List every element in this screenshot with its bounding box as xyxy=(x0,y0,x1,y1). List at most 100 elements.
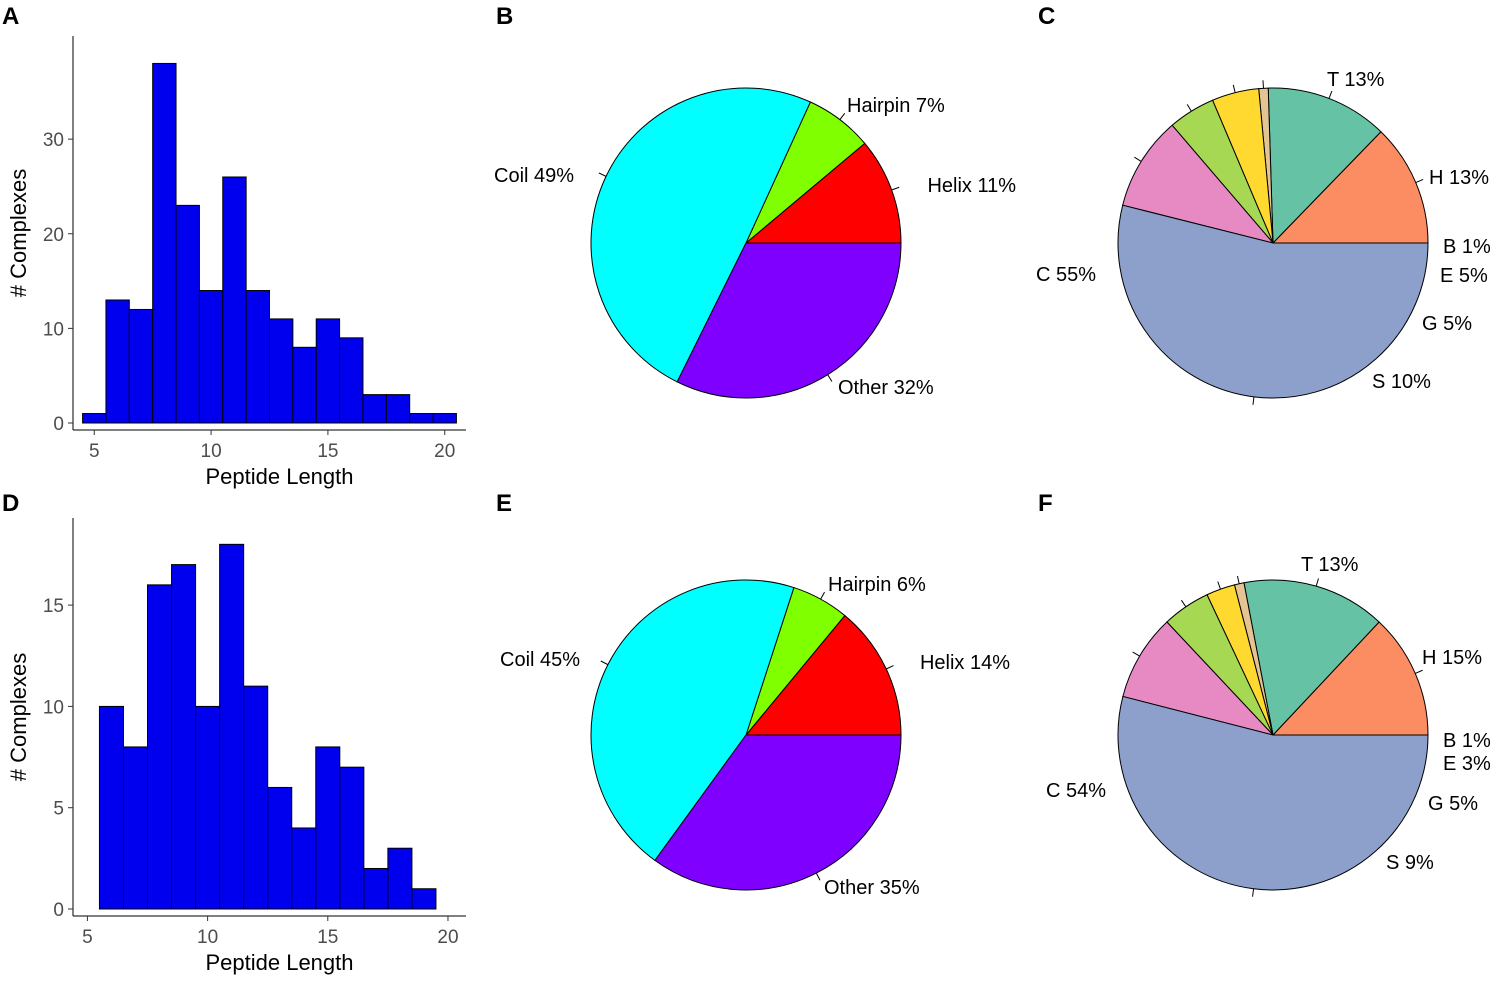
slice-leader-line xyxy=(839,112,846,120)
pie-panel-b: Helix 11% Hairpin 7% Coil 49% Other 32% xyxy=(494,87,1016,399)
slice-label-c: C 54% xyxy=(1046,780,1106,802)
slice-label-h: H 15% xyxy=(1422,647,1482,669)
slice-label-e: E 3% xyxy=(1443,753,1491,775)
histogram-bar xyxy=(291,827,317,910)
histogram-bar xyxy=(385,394,411,424)
slice-leader-line xyxy=(600,660,609,666)
slice-leader-line xyxy=(820,591,825,600)
pie-panel-e: Helix 14% Hairpin 6% Coil 45% Other 35% xyxy=(500,574,1010,899)
slice-leader-line xyxy=(1415,179,1424,184)
histogram-bar xyxy=(362,394,387,424)
pie-slice-helix xyxy=(744,142,902,244)
slice-label-helix: Helix 11% xyxy=(927,175,1016,197)
slice-leader-line xyxy=(891,186,900,191)
slice-label-hairpin: Hairpin 6% xyxy=(828,574,926,596)
slice-label-g: G 5% xyxy=(1428,793,1478,815)
histogram-bar xyxy=(269,318,294,424)
histogram-bar xyxy=(411,888,437,910)
slice-leader-line xyxy=(886,665,894,670)
histogram-bar xyxy=(147,584,173,910)
histogram-bar xyxy=(339,337,364,424)
pie-slice-t xyxy=(1271,621,1429,736)
slice-label-other: Other 35% xyxy=(824,877,920,899)
slice-label-coil: Coil 49% xyxy=(494,165,574,187)
y-tick-label: 15 xyxy=(43,596,64,617)
pie-slice-s xyxy=(1122,621,1275,736)
slice-label-s: S 9% xyxy=(1386,852,1434,874)
slice-leader-line xyxy=(1236,575,1240,584)
x-tick-label: 5 xyxy=(82,927,93,948)
x-tick-label: 10 xyxy=(197,927,218,948)
histogram-bar xyxy=(292,346,317,424)
slice-label-t: T 13% xyxy=(1301,554,1359,576)
slice-leader-line xyxy=(1328,90,1333,99)
slice-leader-line xyxy=(1186,104,1192,112)
slice-leader-line xyxy=(598,172,607,177)
pie-slice-c xyxy=(1117,204,1429,399)
slice-leader-line xyxy=(827,374,833,382)
slice-label-h: H 13% xyxy=(1429,167,1489,189)
histogram-bar xyxy=(222,176,247,424)
slice-label-helix: Helix 14% xyxy=(920,652,1010,674)
slice-leader-line xyxy=(1132,651,1140,657)
histogram-bar xyxy=(315,318,341,424)
pie-slice-other xyxy=(654,734,902,891)
histogram-bar xyxy=(315,746,341,910)
slice-leader-line xyxy=(1252,888,1255,897)
y-tick-label: 5 xyxy=(53,799,64,820)
histogram-bar xyxy=(219,543,245,910)
histogram-bar xyxy=(432,413,457,424)
x-tick-label: 20 xyxy=(434,441,455,462)
x-tick-label: 20 xyxy=(437,927,458,948)
histogram-bar xyxy=(98,705,124,910)
slice-label-other: Other 32% xyxy=(838,377,934,399)
slice-label-coil: Coil 45% xyxy=(500,649,580,671)
histogram-bar xyxy=(267,786,293,910)
pie-panel-c: T 13% H 13% B 1% E 5% G 5% S 10% C 55% xyxy=(1036,69,1491,405)
y-tick-label: 0 xyxy=(53,900,64,921)
pie-slice-other xyxy=(676,242,902,399)
histogram-bar xyxy=(175,204,200,424)
slice-leader-line xyxy=(1232,84,1236,93)
slice-leader-line xyxy=(1180,599,1187,608)
panel-letter-a: A xyxy=(2,3,19,30)
pie-slice-coil xyxy=(590,579,795,862)
x-axis-title: Peptide Length xyxy=(205,950,353,975)
histogram-bar xyxy=(128,308,154,424)
pie-slice-h xyxy=(1267,87,1382,245)
pie-panel-f: T 13% H 15% B 1%E 3% G 5% S 9% C 54% xyxy=(1046,554,1491,897)
histogram-panel-a: 0 10 20 30 5 10 15 20 Peptide Length # Complexes xyxy=(6,36,466,489)
y-axis-title: # Complexes xyxy=(6,653,31,781)
histogram-bar xyxy=(339,766,365,910)
slice-label-g: G 5% xyxy=(1422,313,1472,335)
y-axis-title: # Complexes xyxy=(6,169,31,297)
panel-letter-e: E xyxy=(496,490,512,517)
histogram-bar xyxy=(82,413,107,424)
slice-label-b: B 1% xyxy=(1443,730,1491,752)
x-axis-title: Peptide Length xyxy=(205,464,353,489)
slice-label-s: S 10% xyxy=(1372,371,1431,393)
slice-label-hairpin: Hairpin 7% xyxy=(847,95,945,117)
histogram-bar xyxy=(122,746,149,910)
slice-leader-line xyxy=(1134,156,1142,162)
x-tick-label: 15 xyxy=(317,927,338,948)
y-tick-label: 10 xyxy=(43,697,64,718)
slice-label-t: T 13% xyxy=(1327,69,1385,91)
pie-slice-h xyxy=(1243,579,1380,737)
slice-label-c: C 55% xyxy=(1036,264,1096,286)
histogram-bar xyxy=(363,867,389,910)
y-tick-label: 20 xyxy=(43,225,64,246)
panel-letter-f: F xyxy=(1038,490,1053,517)
histogram-bar xyxy=(409,413,434,424)
pie-slice-c xyxy=(1117,695,1429,891)
panel-letter-d: D xyxy=(2,490,19,517)
slice-leader-line xyxy=(1315,578,1319,587)
slice-label-b: B 1% xyxy=(1443,236,1491,258)
histogram-bar xyxy=(195,705,221,910)
histogram-bar xyxy=(387,847,413,910)
pie-slice-coil xyxy=(590,87,812,383)
panel-letter-c: C xyxy=(1038,3,1055,30)
y-tick-label: 0 xyxy=(53,414,64,435)
x-tick-label: 5 xyxy=(89,441,100,462)
